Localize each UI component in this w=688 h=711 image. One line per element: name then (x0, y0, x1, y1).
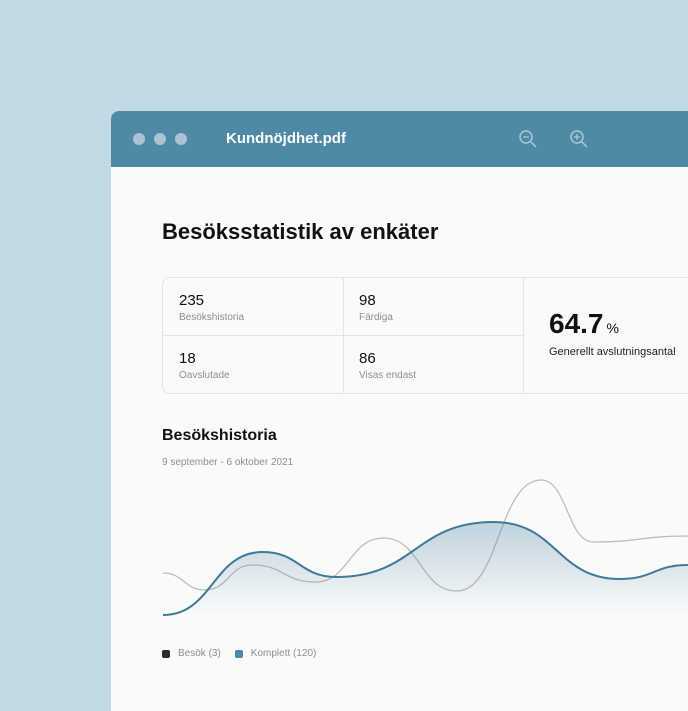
stat-incomplete: 18 Oavslutade (163, 336, 343, 394)
stat-view-only: 86 Visas endast (343, 336, 523, 394)
stat-value: 235 (179, 292, 205, 309)
stat-label: Oavslutade (179, 370, 230, 381)
stat-value: 18 (179, 350, 196, 367)
series-line-1 (162, 520, 688, 616)
divider (163, 335, 523, 336)
legend-item-visits[interactable]: Besök (3) (162, 648, 221, 659)
stat-label: Färdiga (359, 312, 393, 323)
legend-item-complete[interactable]: Komplett (120) (234, 648, 317, 659)
maximize-button[interactable] (175, 133, 187, 145)
legend-label: Besök (3) (178, 648, 221, 659)
chart-title: Besökshistoria (162, 427, 277, 444)
close-button[interactable] (133, 133, 145, 145)
stat-label: Visas endast (359, 370, 417, 381)
completion-rate-value: 64.7 (549, 308, 604, 339)
chart-legend: Besök (3) Komplett (120) (162, 648, 316, 659)
divider (523, 278, 524, 393)
zoom-out-icon[interactable] (518, 129, 538, 149)
pdf-viewer-window: Kundnöjdhet.pdf Besöksstatistik av enkät… (111, 111, 688, 711)
stats-panel: 235 Besökshistoria 98 Färdiga 18 Oavslutade… (162, 277, 688, 394)
stat-value: 86 (359, 350, 376, 367)
page-title: Besöksstatistik av enkäter (162, 219, 439, 244)
window-title: Kundnöjdhet.pdf (226, 130, 346, 147)
line-chart (162, 479, 688, 616)
legend-label: Komplett (120) (250, 648, 317, 659)
minimize-button[interactable] (154, 133, 166, 145)
legend-swatch (162, 649, 170, 658)
stat-value: 98 (359, 292, 376, 309)
completion-rate-unit: % (606, 320, 619, 336)
series-area (163, 522, 688, 615)
stat-visit-history: 235 Besökshistoria (163, 278, 343, 336)
stat-completed: 98 Färdiga (343, 278, 523, 336)
stat-label: Besökshistoria (179, 312, 245, 323)
zoom-in-icon[interactable] (569, 129, 589, 149)
completion-rate: 64.7% Generellt avslutningsantal (549, 308, 676, 358)
completion-rate-label: Generellt avslutningsantal (549, 346, 676, 358)
date-range: 9 september - 6 oktober 2021 (162, 457, 294, 468)
title-bar: Kundnöjdhet.pdf (111, 111, 688, 167)
legend-swatch (234, 649, 243, 658)
